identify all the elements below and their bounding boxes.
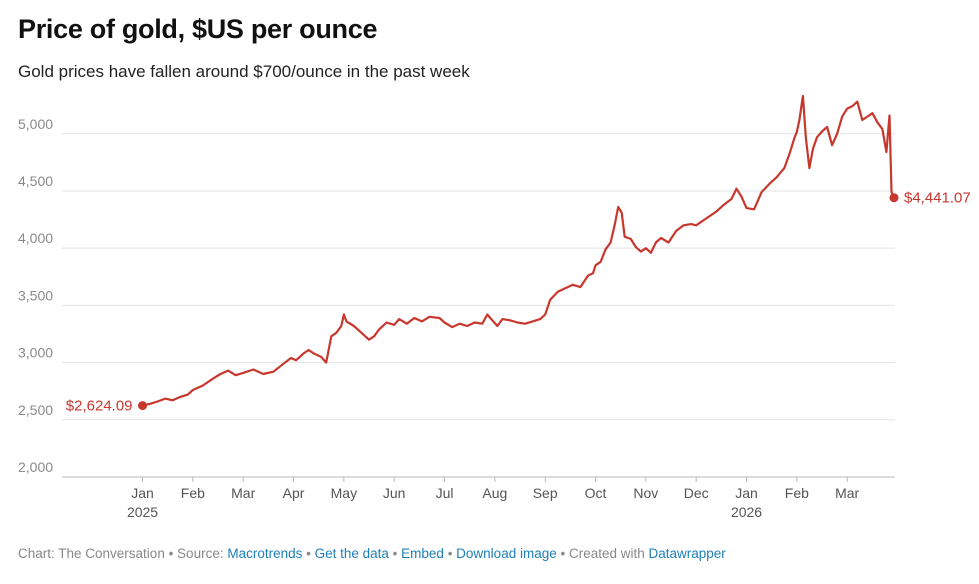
x-tick-year-label: 2025 bbox=[127, 504, 158, 520]
chart-title: Price of gold, $US per ounce bbox=[18, 14, 378, 44]
embed-link[interactable]: Embed bbox=[401, 546, 444, 561]
x-tick-label: May bbox=[331, 485, 357, 501]
end-value-label: $4,441.07 bbox=[904, 190, 971, 207]
footer-separator: • Source: bbox=[164, 546, 228, 561]
y-tick-label: 4,500 bbox=[18, 173, 53, 189]
x-tick-label: Nov bbox=[633, 485, 658, 501]
y-axis-ticks: 2,000 2,500 3,000 3,500 4,000 4,500 5,000 bbox=[18, 116, 53, 475]
chart-credit: Chart: The Conversation bbox=[18, 546, 165, 561]
gold-price-chart: 2,000 2,500 3,000 3,500 4,000 4,500 5,000 Jan 2… bbox=[18, 94, 971, 520]
download-image-link[interactable]: Download image bbox=[456, 546, 557, 561]
y-tick-label: 4,000 bbox=[18, 230, 53, 246]
x-tick-label: Oct bbox=[585, 485, 607, 501]
y-tick-label: 2,500 bbox=[18, 402, 53, 418]
start-value-label: $2,624.09 bbox=[66, 398, 133, 415]
footer-separator: • bbox=[388, 546, 402, 561]
gold-price-line bbox=[142, 94, 896, 407]
x-tick-label: Mar bbox=[231, 485, 255, 501]
end-point-marker bbox=[889, 193, 899, 203]
footer-separator: • Created with bbox=[556, 546, 649, 561]
x-tick-label: Jun bbox=[383, 485, 406, 501]
x-tick-label: Dec bbox=[684, 485, 709, 501]
y-tick-label: 3,000 bbox=[18, 345, 53, 361]
y-gridlines bbox=[62, 133, 895, 478]
x-tick-label: Feb bbox=[785, 485, 809, 501]
chart-subtitle: Gold prices have fallen around $700/ounc… bbox=[18, 62, 470, 81]
x-tick-label: Sep bbox=[533, 485, 558, 501]
x-tick-label: Mar bbox=[835, 485, 859, 501]
x-tick-label: Jul bbox=[436, 485, 454, 501]
get-data-link[interactable]: Get the data bbox=[314, 546, 389, 561]
footer-separator: • bbox=[443, 546, 457, 561]
y-tick-label: 5,000 bbox=[18, 116, 53, 132]
x-tick-year-label: 2026 bbox=[731, 504, 762, 520]
footer-separator: • bbox=[302, 546, 315, 561]
source-link[interactable]: Macrotrends bbox=[227, 546, 303, 561]
x-tick-label: Jan bbox=[735, 485, 758, 501]
x-axis-ticks: Jan 2025 Feb Mar Apr May Jun Jul Aug Sep Oct Nov Dec… bbox=[127, 477, 860, 520]
x-tick-label: Aug bbox=[482, 485, 507, 501]
x-tick-label: Apr bbox=[283, 485, 305, 501]
y-tick-label: 3,500 bbox=[18, 287, 53, 303]
start-point-marker bbox=[138, 401, 148, 411]
x-tick-label: Feb bbox=[181, 485, 205, 501]
x-tick-label: Jan bbox=[131, 485, 154, 501]
datawrapper-link[interactable]: Datawrapper bbox=[648, 546, 726, 561]
chart-footer: Chart: The Conversation • Source: Macrot… bbox=[18, 546, 726, 561]
y-tick-label: 2,000 bbox=[18, 459, 53, 475]
